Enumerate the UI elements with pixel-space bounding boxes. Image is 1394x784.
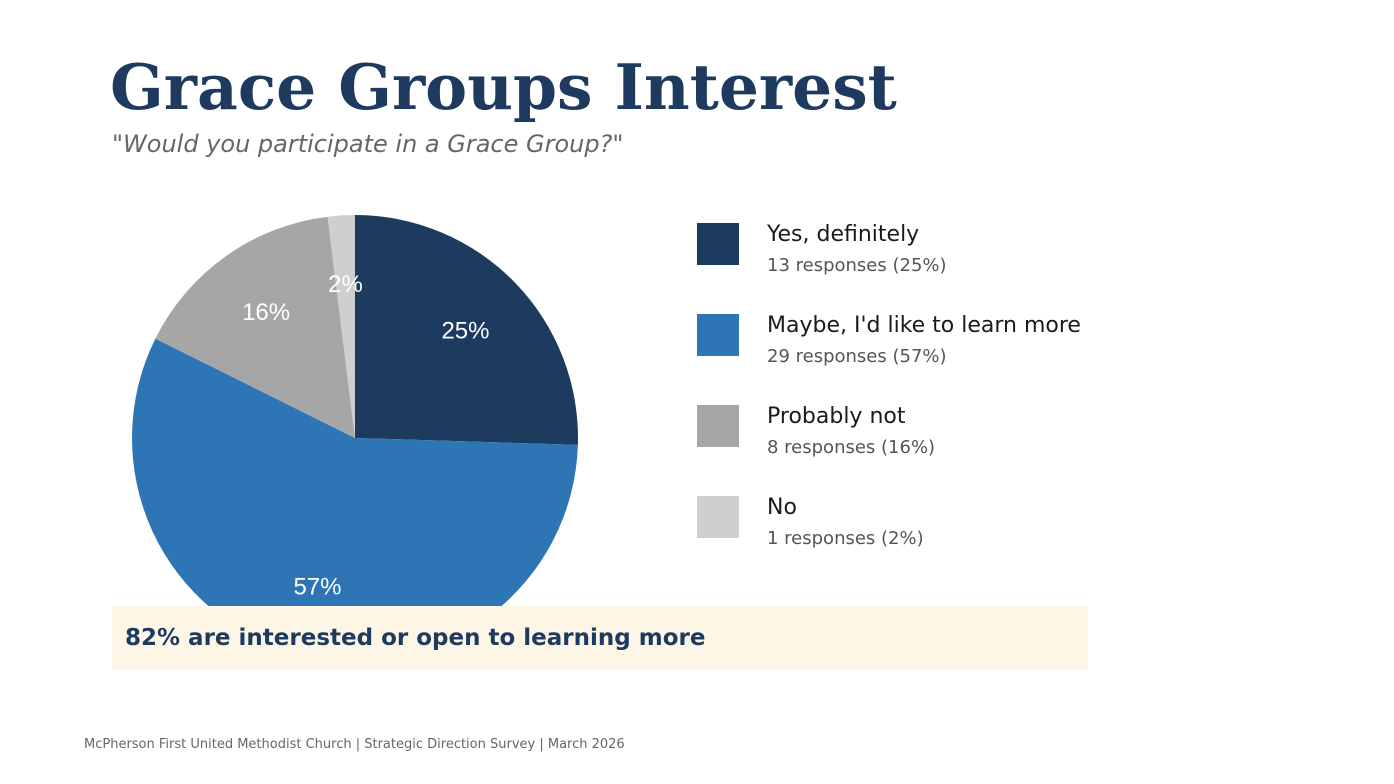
pie-label-yes: 25%	[441, 317, 489, 344]
key-insight-callout: 82% are interested or open to learning m…	[112, 606, 1088, 669]
legend-label-probably-not: Probably not	[767, 404, 906, 429]
footer-text: McPherson First United Methodist Church …	[84, 737, 625, 752]
legend-swatch-maybe	[697, 314, 739, 356]
pie-slices: 25% 57% 16% 2%	[132, 215, 578, 606]
callout-text: 82% are interested or open to learning m…	[125, 624, 706, 651]
legend-swatch-probably-not	[697, 405, 739, 447]
legend-swatch-no	[697, 496, 739, 538]
legend-label-no: No	[767, 495, 797, 520]
pie-slice-yes	[355, 215, 578, 445]
pie-label-maybe: 57%	[293, 574, 341, 601]
legend-swatch-yes	[697, 223, 739, 265]
legend-detail-probably-not: 8 responses (16%)	[767, 437, 936, 458]
legend-label-yes: Yes, definitely	[767, 222, 920, 247]
page-subtitle: "Would you participate in a Grace Group?…	[112, 130, 624, 158]
pie-label-no: 2%	[328, 271, 363, 298]
pie-slice-probably-not	[155, 216, 355, 438]
legend-detail-no: 1 responses (2%)	[767, 528, 924, 549]
legend-detail-yes: 13 responses (25%)	[767, 255, 947, 276]
page-title: Grace Groups Interest	[110, 50, 897, 124]
legend-label-maybe: Maybe, I'd like to learn more	[767, 313, 1081, 338]
pie-slice-no	[327, 215, 355, 438]
pie-label-probably-not: 16%	[242, 299, 290, 326]
legend-detail-maybe: 29 responses (57%)	[767, 346, 947, 367]
pie-slice-maybe	[132, 338, 578, 606]
